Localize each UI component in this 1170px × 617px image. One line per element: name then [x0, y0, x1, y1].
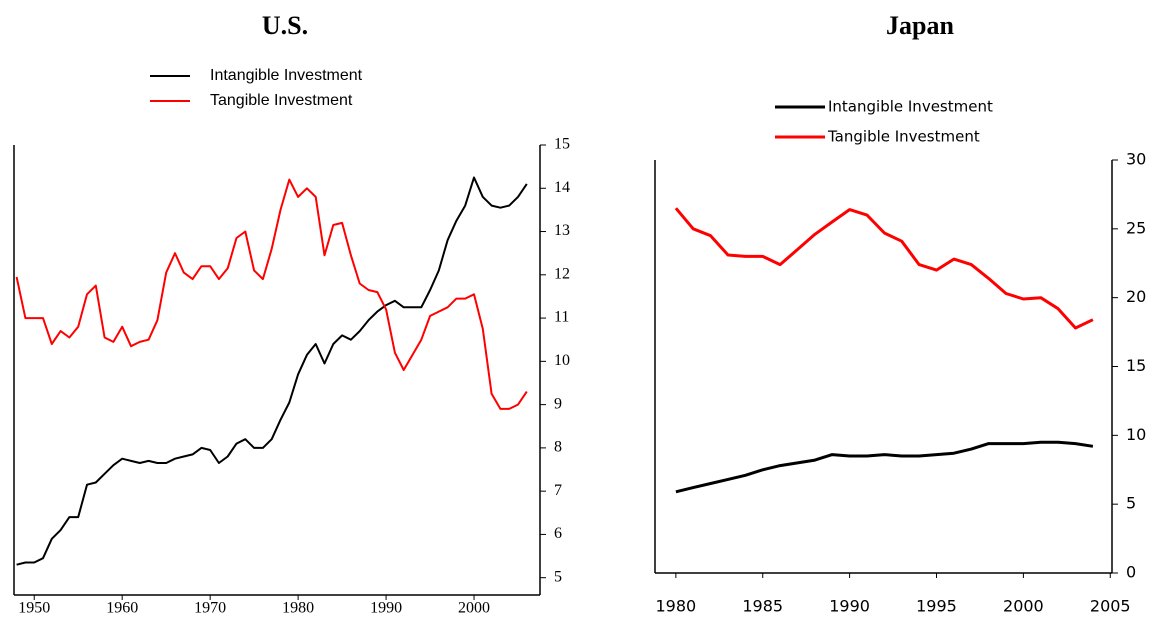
y-tick-label: 5 [1126, 494, 1136, 513]
legend-label: Tangible Investment [210, 92, 353, 109]
x-tick-label: 1990 [829, 597, 870, 616]
y-tick-label: 0 [1126, 563, 1136, 582]
x-tick-label: 1970 [194, 600, 226, 617]
y-tick-label: 12 [554, 265, 570, 282]
y-tick-label: 15 [554, 136, 570, 153]
x-tick-label: 2005 [1090, 597, 1131, 616]
x-tick-label: 1980 [282, 600, 314, 617]
y-tick-label: 25 [1126, 218, 1146, 237]
y-tick-label: 11 [554, 309, 569, 326]
y-tick-label: 10 [554, 352, 570, 369]
y-tick-label: 10 [1126, 425, 1146, 444]
x-tick-label: 1960 [106, 600, 138, 617]
y-tick-label: 6 [554, 525, 562, 542]
x-tick-label: 1985 [742, 597, 783, 616]
x-tick-label: 1995 [916, 597, 957, 616]
x-tick-label: 1990 [370, 600, 402, 617]
x-tick-label: 1950 [18, 600, 50, 617]
y-tick-label: 7 [554, 482, 562, 499]
line-series [16, 176, 528, 566]
line-series [674, 207, 1094, 330]
line-series [675, 440, 1094, 494]
chart-title: Japan [886, 11, 954, 40]
y-tick-label: 13 [554, 222, 570, 239]
y-tick-label: 5 [554, 568, 562, 585]
legend-label: Intangible Investment [210, 67, 363, 84]
legend-label: Tangible Investment [827, 128, 980, 146]
legend-label: Intangible Investment [828, 98, 993, 116]
y-tick-label: 20 [1126, 287, 1146, 306]
chart-title: U.S. [262, 11, 308, 40]
y-tick-label: 30 [1126, 150, 1146, 169]
y-tick-label: 9 [554, 395, 562, 412]
x-tick-label: 2000 [1003, 597, 1044, 616]
y-tick-label: 15 [1126, 356, 1146, 375]
x-tick-label: 1980 [655, 597, 696, 616]
x-tick-label: 2000 [458, 600, 490, 617]
line-series [15, 178, 528, 410]
y-tick-label: 14 [554, 179, 570, 196]
y-tick-label: 8 [554, 439, 562, 456]
